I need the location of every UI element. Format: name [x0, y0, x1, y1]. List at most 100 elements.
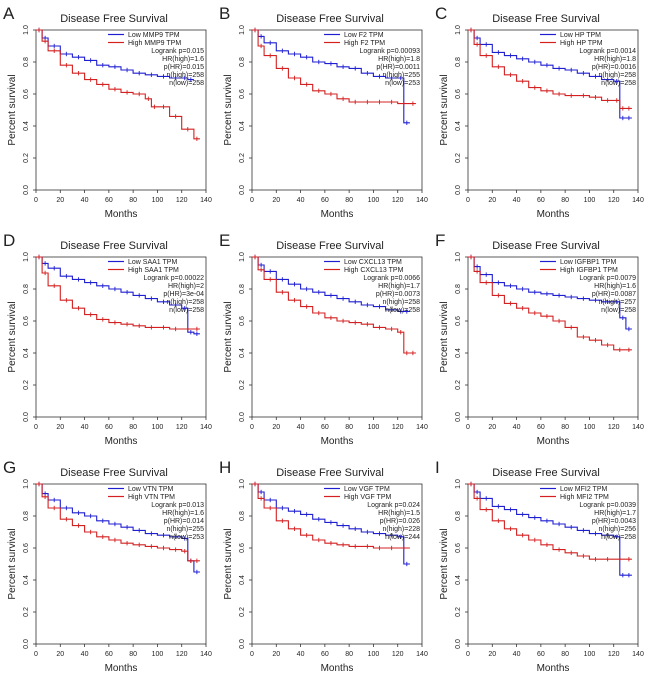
y-axis-label: Percent survival: [223, 301, 234, 372]
stat-annotation: n(high)=256: [598, 526, 636, 533]
y-tick-label: 1.0: [23, 25, 30, 35]
y-tick-label: 1.0: [455, 479, 462, 489]
chart-title: Disease Free Survival: [492, 240, 600, 252]
x-tick-label: 80: [561, 651, 569, 658]
x-tick-label: 140: [200, 197, 212, 204]
chart-title: Disease Free Survival: [276, 240, 384, 252]
y-axis-label: Percent survival: [7, 528, 18, 599]
x-tick-label: 40: [297, 424, 305, 431]
stat-annotation: n(high)=258: [598, 72, 636, 79]
x-tick-label: 40: [513, 651, 521, 658]
x-tick-label: 100: [584, 424, 596, 431]
panel-letter: B: [219, 4, 230, 23]
stat-annotation: p(HR)=0.0016: [592, 64, 636, 71]
stat-annotation: Logrank p=0.00093: [359, 48, 420, 55]
y-tick-label: 0.4: [455, 348, 462, 358]
x-tick-label: 0: [250, 424, 254, 431]
x-tick-label: 140: [632, 651, 644, 658]
chart-title: Disease Free Survival: [60, 467, 168, 479]
x-tick-label: 20: [56, 197, 64, 204]
legend-entry: High F2 TPM: [344, 40, 385, 47]
stat-annotation: p(HR)=0.015: [164, 64, 204, 71]
stat-annotation: HR(high)=1.5: [378, 510, 420, 517]
y-tick-label: 0.6: [239, 316, 246, 326]
y-tick-label: 0.0: [23, 412, 30, 422]
y-tick-label: 0.6: [455, 316, 462, 326]
x-tick-label: 80: [129, 651, 137, 658]
x-tick-label: 120: [608, 651, 620, 658]
x-tick-label: 40: [297, 651, 305, 658]
stat-annotation: Logrank p=0.015: [151, 48, 204, 55]
legend-entry: Low MMP9 TPM: [128, 32, 180, 39]
x-axis-label: Months: [537, 436, 570, 447]
chart-title: Disease Free Survival: [276, 13, 384, 25]
legend-entry: Low MFI2 TPM: [560, 486, 607, 493]
panel-b: B Disease Free Survival 0 20 40 60 80 100 120 140…: [219, 4, 428, 220]
y-tick-label: 1.0: [23, 252, 30, 262]
stat-annotation: HR(high)=2: [168, 283, 204, 290]
survival-curve-high: [468, 256, 632, 351]
x-tick-label: 100: [152, 651, 164, 658]
y-tick-label: 0.8: [23, 511, 30, 521]
x-tick-label: 140: [416, 651, 428, 658]
stat-annotation: p(HR)=0.026: [380, 518, 420, 525]
x-tick-label: 120: [176, 197, 188, 204]
survival-curve-low: [252, 256, 410, 312]
y-tick-label: 0.6: [23, 543, 30, 553]
panel-e: E Disease Free Survival 0 20 40 60 80 100 120 140…: [219, 231, 428, 447]
x-tick-label: 120: [176, 651, 188, 658]
panel-letter: F: [435, 231, 445, 250]
x-tick-label: 100: [152, 197, 164, 204]
y-tick-label: 0.2: [239, 380, 246, 390]
x-tick-label: 80: [345, 424, 353, 431]
x-axis-label: Months: [105, 436, 138, 447]
chart-title: Disease Free Survival: [60, 240, 168, 252]
x-tick-label: 120: [392, 651, 404, 658]
x-tick-label: 100: [368, 424, 380, 431]
x-axis-label: Months: [321, 436, 354, 447]
plot-frame: [251, 256, 423, 418]
y-tick-label: 0.4: [455, 121, 462, 131]
legend-entry: High SAA1 TPM: [128, 267, 179, 274]
stat-annotation: n(high)=258: [166, 72, 204, 79]
x-tick-label: 0: [466, 197, 470, 204]
legend-entry: Low CXCL13 TPM: [344, 259, 402, 266]
survival-curve-high: [36, 256, 200, 330]
panel-f: F Disease Free Survival 0 20 40 60 80 100 120 140…: [435, 231, 644, 447]
stat-annotation: n(low)=258: [601, 307, 636, 314]
stat-annotation: Logrank p=0.0066: [363, 275, 420, 282]
plot-frame: [35, 483, 207, 645]
x-tick-label: 140: [416, 197, 428, 204]
stat-annotation: p(HR)=0.0087: [592, 291, 636, 298]
y-tick-label: 0.0: [455, 412, 462, 422]
legend-entry: Low VGF TPM: [344, 486, 390, 493]
x-tick-label: 20: [272, 424, 280, 431]
plot-frame: [251, 29, 423, 191]
y-tick-label: 0.8: [455, 284, 462, 294]
panel-letter: C: [435, 4, 447, 23]
y-axis-label: Percent survival: [7, 74, 18, 145]
x-tick-label: 60: [105, 424, 113, 431]
y-tick-label: 0.8: [455, 511, 462, 521]
x-tick-label: 60: [321, 424, 329, 431]
panel-i: I Disease Free Survival 0 20 40 60 80 100 120 140…: [435, 458, 644, 674]
stat-annotation: n(high)=255: [382, 72, 420, 79]
stat-annotation: HR(high)=1.7: [594, 510, 636, 517]
chart-title: Disease Free Survival: [492, 13, 600, 25]
y-tick-label: 1.0: [455, 252, 462, 262]
stat-annotation: n(high)=258: [166, 299, 204, 306]
survival-curve-low: [36, 483, 200, 573]
y-axis-label: Percent survival: [439, 74, 450, 145]
x-tick-label: 120: [176, 424, 188, 431]
x-tick-label: 0: [466, 424, 470, 431]
survival-curve-high: [252, 256, 416, 354]
stat-annotation: n(high)=228: [382, 526, 420, 533]
stat-annotation: HR(high)=1.6: [162, 510, 204, 517]
y-tick-label: 1.0: [239, 25, 246, 35]
y-tick-label: 0.6: [455, 543, 462, 553]
survival-curve-low: [36, 256, 200, 335]
x-tick-label: 0: [34, 197, 38, 204]
stat-annotation: HR(high)=1.6: [162, 56, 204, 63]
x-tick-label: 140: [632, 424, 644, 431]
